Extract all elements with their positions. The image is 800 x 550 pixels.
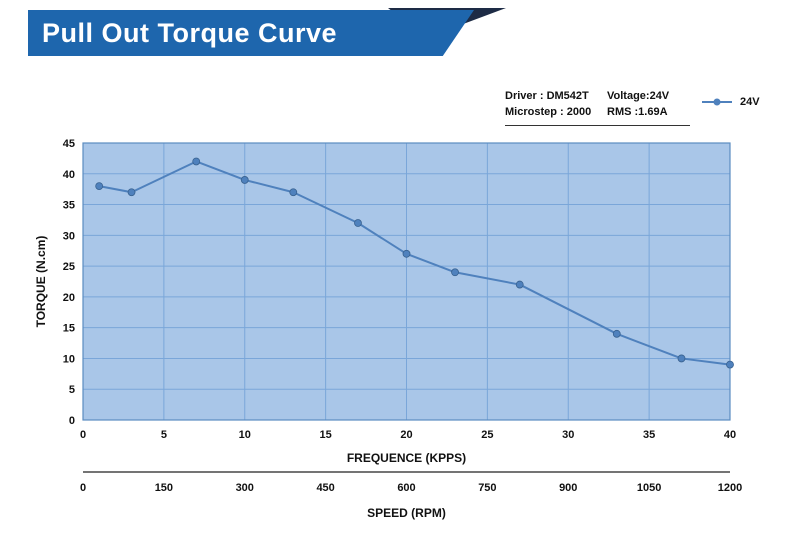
data-point-marker	[240, 176, 249, 184]
torque-curve-chart: 0 5 10 15 20 25 30 35 40 0 5 10 15 20 25 30 35 40 45 FREQUE…	[34, 138, 742, 520]
x-tick-label: 0	[80, 429, 86, 441]
x-tick-label: 10	[239, 429, 251, 441]
speed-tick-label: 450	[316, 482, 334, 494]
data-point-marker	[95, 182, 104, 190]
y-tick-label: 10	[63, 353, 75, 365]
data-point-marker	[612, 329, 621, 338]
speed-tick-label: 750	[478, 482, 496, 494]
driver-info-row-2: Microstep : 2000 RMS :1.69A	[505, 106, 690, 118]
y-tick-label: 15	[63, 323, 75, 335]
y-tick-label: 20	[63, 292, 75, 304]
x-tick-label: 15	[320, 429, 332, 441]
y-axis-label: TORQUE (N.cm)	[34, 236, 48, 328]
header-banner: Pull Out Torque Curve	[28, 10, 474, 56]
x-axis-label: FREQUENCE (KPPS)	[347, 451, 466, 465]
y-tick-label: 40	[63, 169, 75, 181]
rms-label: RMS :1.69A	[607, 106, 668, 118]
driver-info-block: Driver : DM542T Voltage:24V Microstep : …	[505, 86, 690, 126]
speed-tick-label: 300	[236, 482, 254, 494]
speed-tick-label: 0	[80, 482, 86, 494]
data-point-marker	[677, 354, 686, 363]
data-point-marker	[354, 219, 362, 227]
plot-border	[82, 142, 731, 421]
x-tick-label: 5	[161, 429, 167, 441]
legend-label: 24V	[740, 96, 760, 108]
y-tick-label: 45	[63, 138, 75, 150]
driver-label: Driver : DM542T	[505, 90, 589, 102]
data-point-marker	[402, 249, 411, 258]
page-title: Pull Out Torque Curve	[42, 17, 338, 48]
data-point-marker	[192, 157, 201, 166]
speed-tick-label: 1050	[637, 482, 661, 494]
x-tick-label: 25	[481, 429, 493, 441]
data-point-marker	[127, 188, 136, 197]
speed-axis-label: SPEED (RPM)	[367, 506, 446, 520]
speed-tick-label: 1200	[718, 482, 742, 494]
torque-curve-line	[98, 160, 731, 366]
speed-tick-label: 600	[397, 482, 415, 494]
x-tick-label: 20	[400, 429, 412, 441]
microstep-label: Microstep : 2000	[505, 106, 592, 118]
voltage-label: Voltage:24V	[607, 90, 670, 102]
data-point-marker	[451, 268, 459, 277]
y-tick-label: 25	[63, 261, 75, 273]
speed-tick-label: 150	[155, 482, 173, 494]
y-tick-label: 5	[69, 384, 75, 396]
data-point-marker	[289, 188, 298, 197]
y-tick-label: 30	[63, 230, 75, 242]
x-tick-label: 40	[724, 429, 736, 441]
driver-info-row-1: Driver : DM542T Voltage:24V	[505, 90, 690, 102]
x-tick-label: 35	[643, 429, 655, 441]
y-tick-label: 35	[63, 200, 75, 212]
data-point-marker	[726, 360, 734, 369]
speed-tick-label: 900	[559, 482, 577, 494]
y-tick-label: 0	[69, 415, 75, 427]
legend-line-marker-icon	[702, 98, 732, 106]
legend: 24V	[700, 96, 760, 108]
data-point-marker	[515, 280, 524, 289]
x-tick-label: 30	[562, 429, 574, 441]
